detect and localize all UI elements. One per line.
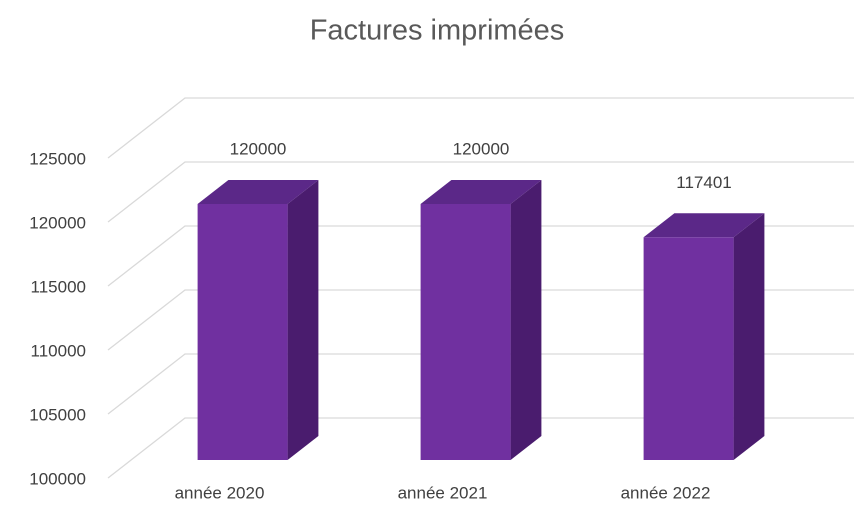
y-tick-label: 120000 [29,213,86,232]
grid-line [107,417,854,479]
chart-title: Factures imprimées [310,15,565,47]
y-tick-label: 110000 [31,341,86,360]
bar-top [197,180,319,204]
bar [197,204,288,460]
grid-line [107,97,854,159]
grid-line [107,289,854,351]
y-tick-label: 125000 [29,149,86,168]
bar-top [643,213,765,238]
bar-side [287,180,319,460]
x-tick-label: année 2022 [621,483,711,502]
y-tick-label: 105000 [29,405,86,424]
data-label: 120000 [453,139,510,158]
data-label: 117401 [676,173,731,192]
bar [420,204,511,460]
grid-line [107,161,854,223]
data-label: 120000 [230,139,287,158]
x-tick-label: année 2020 [175,483,265,502]
bar [643,237,734,460]
bar-side [510,180,542,460]
grid-line [107,353,854,415]
bar-top [420,180,542,204]
y-tick-label: 115000 [31,277,86,296]
y-tick-label: 100000 [29,469,86,488]
x-tick-label: année 2021 [398,483,488,502]
bar-side [733,213,765,460]
grid-line [107,225,854,287]
